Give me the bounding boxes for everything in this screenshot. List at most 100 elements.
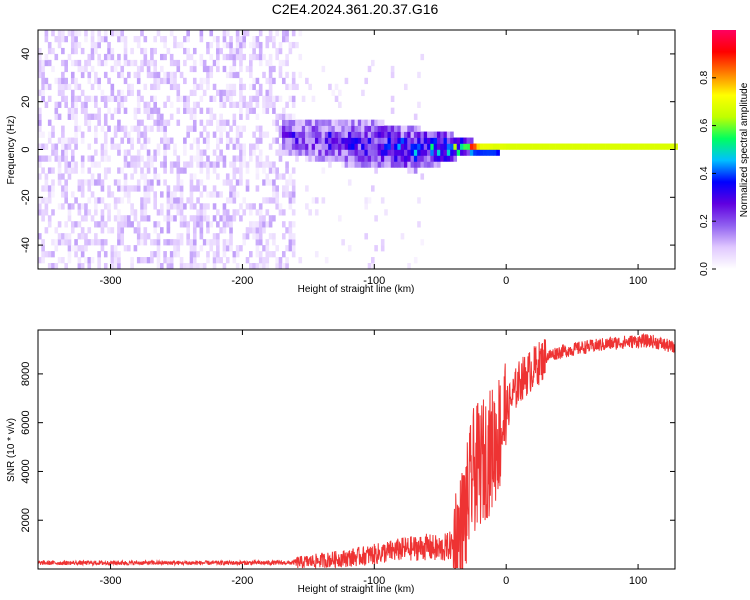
spectrogram-cell bbox=[219, 137, 223, 144]
spectrogram-cell bbox=[278, 41, 283, 49]
snr-x-tick-label: 0 bbox=[503, 575, 509, 587]
spectrogram-cell bbox=[265, 239, 270, 246]
spectrogram-y-tick-label: 0 bbox=[20, 146, 32, 152]
spectrogram-cell bbox=[436, 149, 441, 156]
spectrogram-cell bbox=[288, 197, 293, 204]
spectrogram-cell bbox=[239, 113, 243, 120]
spectrogram-cell bbox=[192, 215, 197, 222]
spectrogram-cell bbox=[417, 221, 421, 228]
spectrogram-cell bbox=[166, 227, 171, 234]
spectrogram-cell bbox=[123, 173, 128, 180]
spectrogram-cell bbox=[413, 149, 418, 156]
spectrogram-cell bbox=[314, 131, 319, 138]
spectrogram-cell bbox=[51, 167, 55, 174]
spectrogram-cell bbox=[288, 221, 293, 228]
spectrogram-cell bbox=[305, 155, 309, 162]
spectrogram-cell bbox=[245, 179, 250, 186]
spectrogram-cell bbox=[74, 113, 78, 120]
spectrogram-cell bbox=[410, 131, 415, 138]
spectrogram-cell bbox=[354, 161, 359, 168]
spectrogram-y-tick-label: 20 bbox=[20, 96, 32, 108]
spectrogram-cell bbox=[84, 215, 88, 222]
spectrogram-cell bbox=[163, 53, 167, 61]
spectrogram-cell bbox=[268, 143, 273, 150]
spectrogram-cell bbox=[341, 119, 345, 126]
spectrogram-cell bbox=[38, 65, 42, 73]
spectrogram-cell bbox=[153, 191, 157, 198]
spectrogram-cell bbox=[249, 59, 253, 67]
spectrogram-cell bbox=[380, 239, 385, 246]
spectrogram-cell bbox=[242, 155, 247, 162]
spectrogram-cell bbox=[143, 185, 148, 192]
spectrogram-cell bbox=[143, 53, 148, 61]
spectrogram-cell bbox=[242, 125, 247, 132]
spectrogram-cell bbox=[146, 185, 151, 192]
spectrogram-cell bbox=[47, 215, 52, 222]
spectrogram-cell bbox=[186, 47, 190, 55]
spectrogram-cell bbox=[272, 251, 276, 258]
spectrogram-cell bbox=[123, 131, 128, 138]
snr-background bbox=[38, 330, 675, 569]
spectrogram-cell bbox=[206, 227, 210, 234]
spectrogram-cell bbox=[143, 179, 148, 186]
spectrogram-cell bbox=[110, 257, 115, 264]
spectrogram-cell bbox=[70, 59, 75, 67]
spectrogram-cell bbox=[354, 149, 359, 156]
spectrogram-cell bbox=[390, 65, 395, 73]
spectrogram-cell bbox=[143, 83, 148, 91]
spectrogram-cell bbox=[51, 209, 55, 216]
spectrogram-cell bbox=[285, 161, 289, 168]
spectrogram-cell bbox=[486, 143, 491, 150]
spectrogram-cell bbox=[281, 107, 286, 114]
spectrogram-cell bbox=[222, 53, 227, 61]
spectrogram-cell bbox=[275, 119, 279, 126]
spectrogram-cell bbox=[54, 35, 59, 43]
spectrogram-cell bbox=[74, 95, 78, 102]
spectrogram-cell bbox=[242, 83, 247, 91]
spectrogram-cell bbox=[222, 65, 227, 73]
spectrogram-cell bbox=[285, 53, 289, 61]
spectrogram-cell bbox=[278, 47, 283, 55]
spectrogram-cell bbox=[321, 155, 326, 162]
spectrogram-cell bbox=[288, 173, 293, 180]
spectrogram-cell bbox=[265, 41, 270, 49]
spectrogram-cell bbox=[239, 179, 243, 186]
spectrogram-cell bbox=[192, 245, 197, 252]
spectrogram-cell bbox=[216, 119, 220, 126]
spectrogram-cell bbox=[242, 143, 247, 150]
spectrogram-cell bbox=[70, 41, 75, 49]
spectrogram-cell bbox=[255, 239, 260, 246]
spectrogram-cell bbox=[235, 167, 240, 174]
spectrogram-cell bbox=[159, 65, 164, 73]
spectrogram-cell bbox=[113, 59, 118, 67]
spectrogram-cell bbox=[70, 155, 75, 162]
spectrogram-cell bbox=[80, 251, 85, 258]
spectrogram-cell bbox=[258, 59, 263, 67]
spectrogram-cell bbox=[153, 71, 157, 79]
spectrogram-cell bbox=[41, 155, 45, 162]
spectrogram-cell bbox=[390, 131, 395, 138]
spectrogram-cell bbox=[136, 239, 141, 246]
spectrogram-cell bbox=[275, 257, 279, 264]
spectrogram-cell bbox=[466, 137, 471, 144]
spectrogram-cell bbox=[199, 35, 204, 43]
spectrogram-cell bbox=[314, 155, 319, 162]
spectrogram-cell bbox=[189, 263, 194, 270]
spectrogram-cell bbox=[305, 185, 309, 192]
spectrogram-cell bbox=[146, 101, 151, 108]
spectrogram-cell bbox=[117, 257, 121, 264]
spectrogram-cell bbox=[133, 107, 138, 114]
spectrogram-cell bbox=[288, 149, 293, 156]
colorbar-tick-label: 0.2 bbox=[699, 214, 710, 228]
spectrogram-cell bbox=[94, 239, 98, 246]
spectrogram-cell bbox=[173, 245, 177, 252]
spectrogram-cell bbox=[41, 251, 45, 258]
spectrogram-cell bbox=[117, 53, 121, 61]
spectrogram-cell bbox=[117, 149, 121, 156]
spectrogram-cell bbox=[222, 227, 227, 234]
spectrogram-cell bbox=[239, 41, 243, 49]
spectrogram-cell bbox=[176, 167, 181, 174]
spectrogram-cell bbox=[357, 125, 362, 132]
spectrogram-cell bbox=[54, 107, 59, 114]
spectrogram-cell bbox=[328, 149, 332, 156]
